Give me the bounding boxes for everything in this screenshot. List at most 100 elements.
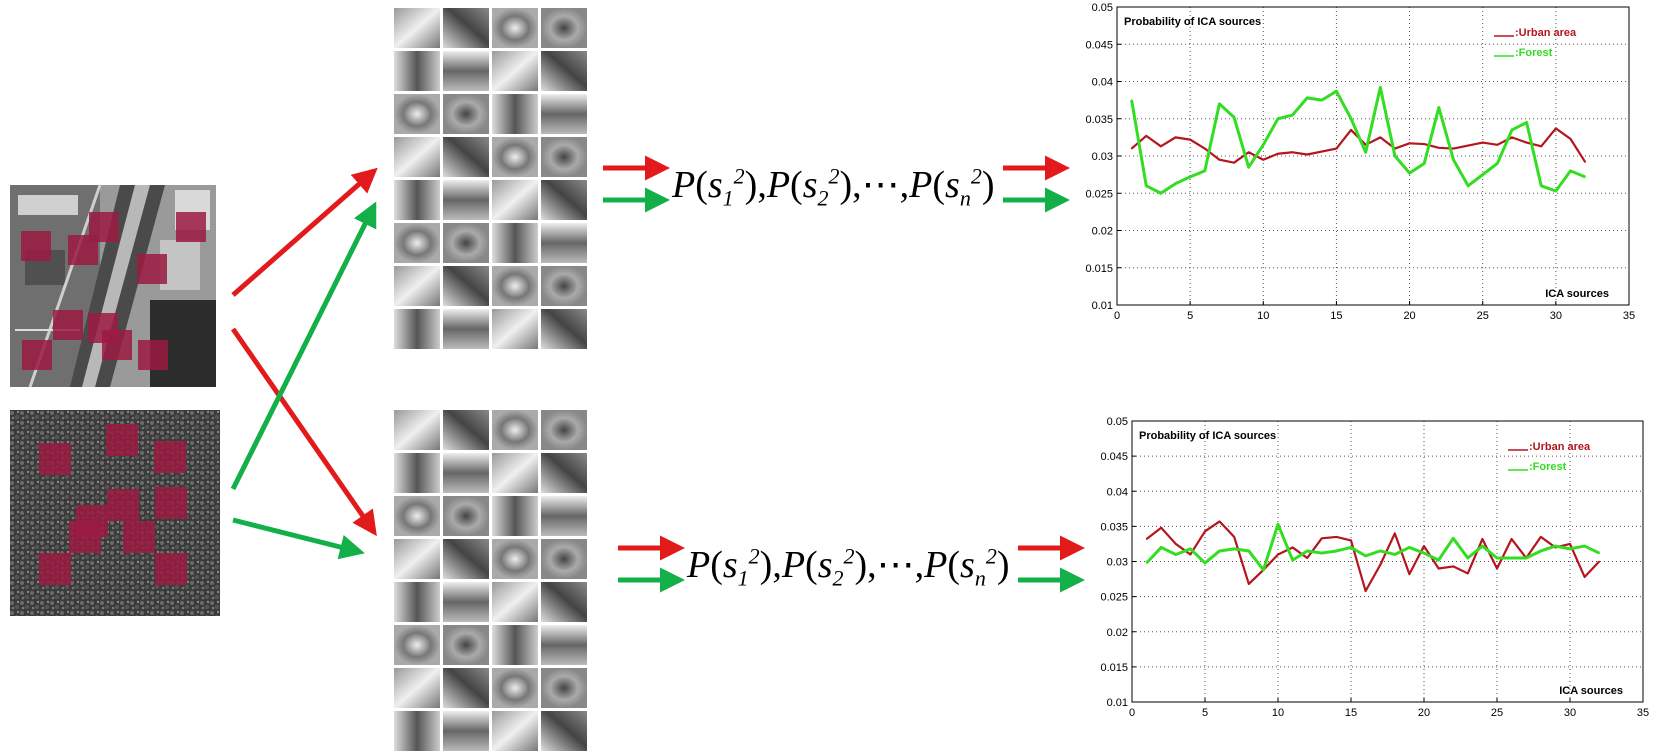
data-point: [1540, 550, 1542, 552]
data-point: [1584, 161, 1586, 163]
basis-tile: [443, 309, 489, 349]
data-point: [1262, 569, 1265, 571]
data-point: [1364, 590, 1367, 592]
chart-title: Probability of ICA sources: [1124, 16, 1261, 28]
data-point: [1321, 537, 1323, 540]
basis-tile: [541, 453, 587, 493]
data-point: [1145, 562, 1148, 564]
data-point: [1248, 583, 1250, 585]
basis-tile: [492, 453, 538, 493]
ica-basis-grid-urban: [394, 8, 587, 349]
data-point: [1233, 536, 1235, 538]
y-tick-label: 0.025: [1100, 592, 1128, 604]
data-point: [1189, 176, 1191, 178]
basis-tile: [443, 8, 489, 48]
pair-arrows: [603, 155, 1085, 593]
chart-title: Probability of ICA sources: [1139, 430, 1276, 442]
data-point: [1203, 147, 1206, 150]
basis-tile: [492, 51, 538, 91]
data-point: [1160, 546, 1162, 549]
y-tick-label: 0.045: [1085, 39, 1113, 51]
data-point: [1496, 557, 1498, 559]
basis-tile: [541, 51, 587, 91]
data-point: [1496, 162, 1499, 165]
data-point: [1379, 550, 1381, 552]
basis-tile: [443, 223, 489, 263]
basis-tile: [443, 137, 489, 177]
basis-tile: [443, 51, 489, 91]
data-point: [1408, 573, 1411, 575]
y-tick-label: 0.015: [1085, 263, 1113, 275]
basis-tile: [394, 51, 440, 91]
data-point: [1408, 142, 1411, 145]
data-point: [1481, 141, 1484, 144]
data-point: [1350, 129, 1352, 131]
x-tick-label: 30: [1550, 310, 1562, 322]
legend-label: :Forest: [1515, 47, 1553, 59]
series-line-forest: [1145, 522, 1600, 572]
data-point: [1511, 136, 1513, 139]
data-point: [1233, 116, 1235, 119]
basis-tile: [492, 180, 538, 220]
data-point: [1350, 117, 1352, 120]
basis-tile: [541, 309, 587, 349]
urban-sample-patches: [21, 212, 206, 370]
basis-tile: [394, 223, 440, 263]
basis-tile: [492, 94, 538, 134]
basis-tile: [492, 266, 538, 306]
data-point: [1291, 559, 1294, 561]
basis-tile: [443, 582, 489, 622]
data-point: [1277, 523, 1279, 526]
data-point: [1321, 150, 1323, 153]
basis-tile: [492, 625, 538, 665]
y-tick-label: 0.04: [1107, 486, 1128, 498]
data-point: [1438, 147, 1440, 149]
basis-tile: [443, 180, 489, 220]
data-point: [1335, 147, 1338, 150]
data-point: [1321, 99, 1323, 101]
data-point: [1408, 546, 1411, 549]
basis-tile: [541, 582, 587, 622]
basis-tile: [443, 496, 489, 536]
x-tick-label: 5: [1187, 310, 1193, 322]
data-point: [1467, 572, 1469, 575]
data-point: [1306, 97, 1308, 99]
data-point: [1583, 576, 1586, 578]
basis-tile: [541, 410, 587, 450]
data-point: [1248, 550, 1250, 552]
data-point: [1510, 557, 1513, 559]
forest-sample-patches: [39, 424, 187, 585]
data-point: [1291, 151, 1294, 154]
basis-tile: [541, 539, 587, 579]
data-point: [1598, 560, 1600, 563]
y-tick-label: 0.01: [1092, 300, 1113, 312]
data-point: [1423, 162, 1425, 165]
data-point: [1437, 559, 1440, 561]
basis-tile: [394, 137, 440, 177]
data-point: [1555, 127, 1557, 130]
data-point: [1583, 545, 1586, 547]
x-tick-label: 20: [1403, 310, 1415, 322]
data-point: [1540, 185, 1543, 187]
data-point: [1452, 158, 1455, 161]
data-point: [1218, 158, 1221, 161]
data-point: [1496, 144, 1499, 146]
data-point: [1467, 185, 1469, 187]
basis-tile: [541, 94, 587, 134]
basis-tile: [541, 223, 587, 263]
x-tick-label: 15: [1330, 310, 1342, 322]
data-point: [1262, 158, 1265, 161]
basis-tile: [394, 668, 440, 708]
arrow-forest-to-bottom-basis: [232, 517, 365, 560]
data-point: [1510, 538, 1513, 540]
data-point: [1160, 192, 1162, 195]
basis-tile: [541, 137, 587, 177]
data-point: [1569, 548, 1571, 550]
basis-tile: [492, 410, 538, 450]
basis-tile: [394, 94, 440, 134]
x-tick-label: 30: [1564, 707, 1576, 719]
data-point: [1379, 86, 1382, 89]
basis-tile: [492, 8, 538, 48]
legend-label: :Forest: [1529, 461, 1567, 473]
basis-tile: [443, 711, 489, 751]
